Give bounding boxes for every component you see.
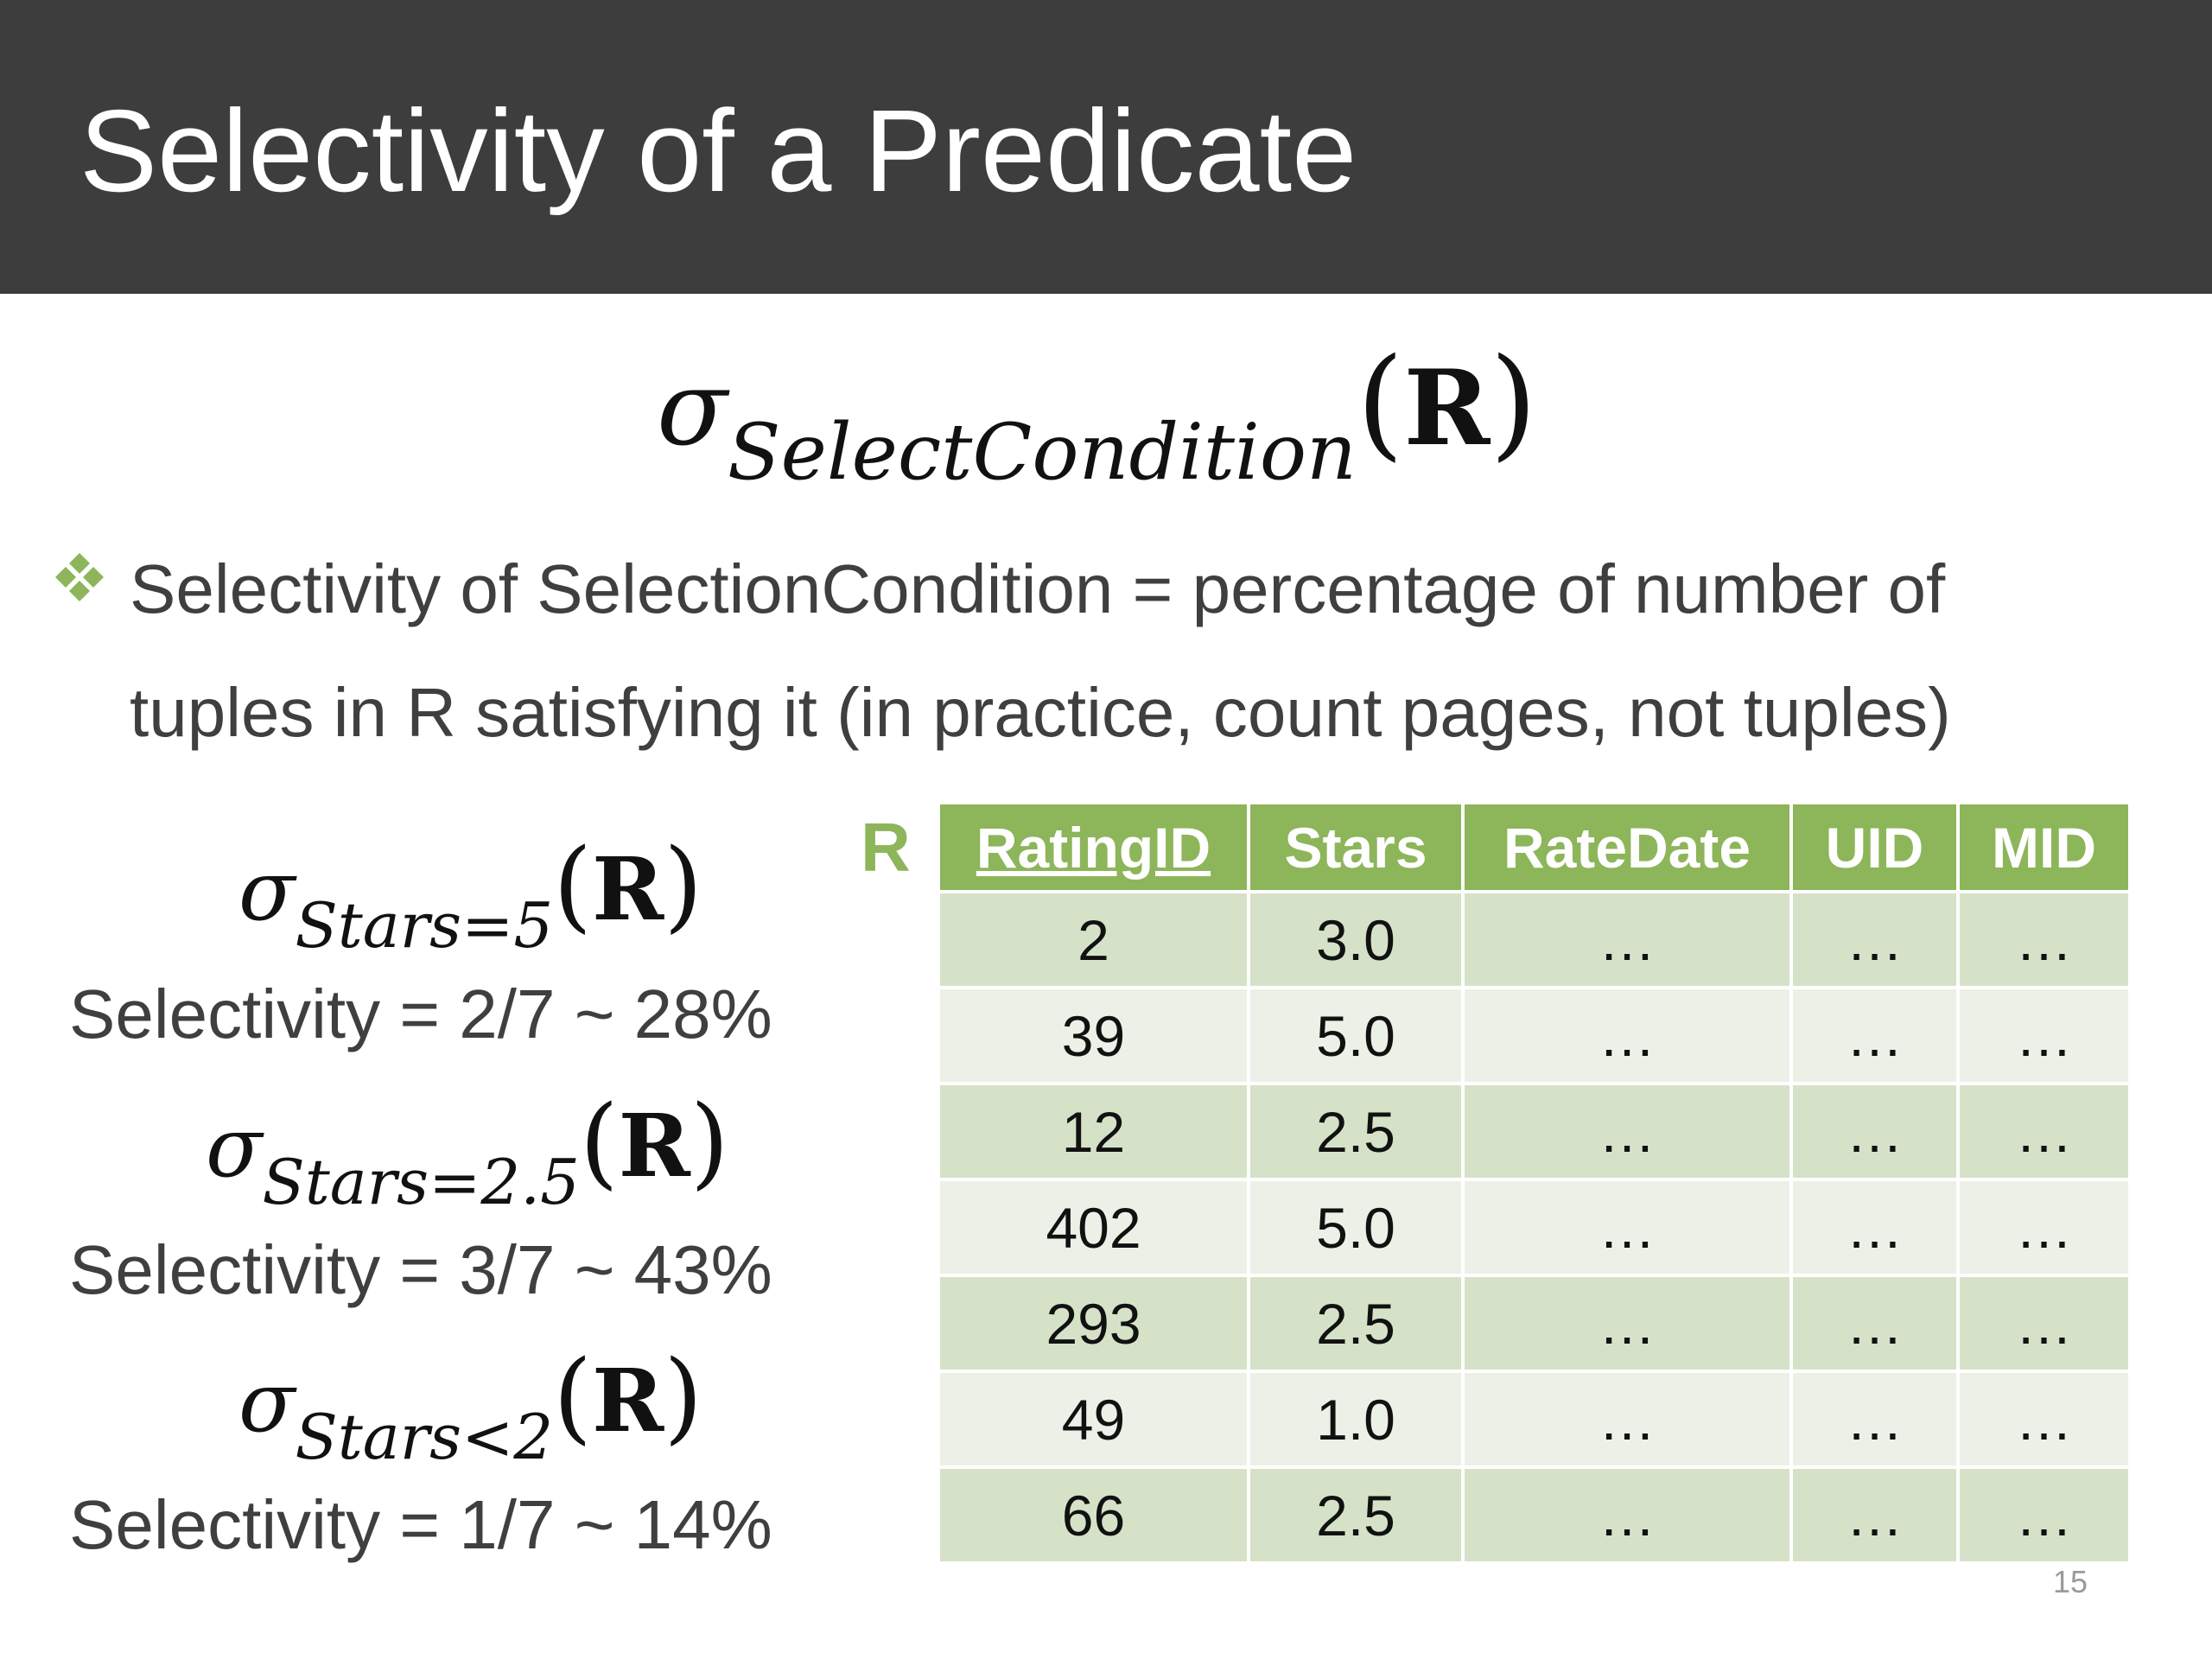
table-cell: …: [1465, 1277, 1789, 1370]
table-cell: …: [1960, 989, 2128, 1082]
formula-subscript: Stars<2: [295, 1401, 554, 1473]
column-header-stars: Stars: [1250, 804, 1461, 890]
table-cell: 2: [940, 893, 1247, 986]
column-header-uid: UID: [1793, 804, 1956, 890]
table-row: 293 2.5 … … …: [940, 1277, 2128, 1370]
close-paren: ): [690, 1084, 729, 1200]
title-bar: Selectivity of a Predicate: [0, 0, 2212, 294]
table-cell: …: [1960, 1277, 2128, 1370]
main-selection-formula: σSelectCondition(R): [657, 339, 1537, 499]
table-cell: …: [1465, 1085, 1789, 1178]
table-cell: 12: [940, 1085, 1247, 1178]
table-cell: 2.5: [1250, 1277, 1461, 1370]
table-label: R: [861, 809, 911, 886]
table-cell: …: [1793, 1181, 1956, 1274]
table-header-row: RatingID Stars RateDate UID MID: [940, 804, 2128, 890]
table-cell: …: [1465, 893, 1789, 986]
table-cell: …: [1793, 893, 1956, 986]
open-paren: (: [553, 828, 593, 944]
page-number: 15: [2053, 1564, 2088, 1599]
table-cell: …: [1465, 1469, 1789, 1561]
table-row: 2 3.0 … … …: [940, 893, 2128, 986]
table-cell: …: [1960, 1181, 2128, 1274]
formula-subscript: Stars=5: [295, 889, 554, 962]
table-cell: 1.0: [1250, 1373, 1461, 1465]
table-row: 39 5.0 … … …: [940, 989, 2128, 1082]
table-cell: …: [1793, 1469, 1956, 1561]
table-cell: 3.0: [1250, 893, 1461, 986]
close-paren: ): [1490, 333, 1537, 474]
open-paren: (: [1356, 333, 1404, 474]
table-cell: 49: [940, 1373, 1247, 1465]
table-cell: …: [1793, 1373, 1956, 1465]
formula-subscript: SelectCondition: [727, 407, 1357, 498]
table-cell: …: [1960, 893, 2128, 986]
table-row: 402 5.0 … … …: [940, 1181, 2128, 1274]
slide-title: Selectivity of a Predicate: [79, 86, 1357, 216]
selectivity-text: Selectivity = 1/7 ~ 14%: [69, 1486, 772, 1563]
table-cell: 293: [940, 1277, 1247, 1370]
table-cell: 2.5: [1250, 1469, 1461, 1561]
sigma-symbol: σ: [238, 842, 296, 939]
table-row: 12 2.5 … … …: [940, 1085, 2128, 1178]
bullet-text: Selectivity of SelectionCondition = perc…: [130, 550, 1951, 751]
table-cell: 5.0: [1250, 1181, 1461, 1274]
formula-subscript: Stars=2.5: [262, 1146, 580, 1218]
sigma-symbol: σ: [238, 1354, 296, 1451]
open-paren: (: [579, 1084, 619, 1200]
ratings-table: RatingID Stars RateDate UID MID 2 3.0 … …: [937, 801, 2132, 1565]
relation-symbol: R: [618, 1095, 690, 1197]
relation-symbol: R: [592, 838, 664, 940]
diamond-cluster-bullet-icon: [55, 553, 104, 601]
table-cell: 39: [940, 989, 1247, 1082]
table-row: 49 1.0 … … …: [940, 1373, 2128, 1465]
relation-symbol: R: [1403, 347, 1491, 469]
close-paren: ): [664, 1339, 703, 1455]
open-paren: (: [553, 1339, 593, 1455]
column-header-ratingid: RatingID: [940, 804, 1247, 890]
column-header-mid: MID: [1960, 804, 2128, 890]
sigma-symbol: σ: [206, 1099, 263, 1196]
table-cell: …: [1960, 1085, 2128, 1178]
table-cell: 402: [940, 1181, 1247, 1274]
table-cell: …: [1465, 1373, 1789, 1465]
selection-formula: σStars=2.5(R): [206, 1090, 729, 1218]
table-cell: …: [1465, 989, 1789, 1082]
selectivity-text: Selectivity = 2/7 ~ 28%: [69, 976, 772, 1052]
selection-formula: σStars<2(R): [238, 1345, 702, 1473]
selection-formula: σStars=5(R): [238, 834, 702, 962]
close-paren: ): [664, 828, 703, 944]
table-cell: 2.5: [1250, 1085, 1461, 1178]
selectivity-text: Selectivity = 3/7 ~ 43%: [69, 1231, 772, 1308]
sigma-symbol: σ: [657, 349, 728, 469]
table-cell: 66: [940, 1469, 1247, 1561]
table-cell: …: [1960, 1469, 2128, 1561]
table-cell: …: [1793, 989, 1956, 1082]
table-cell: …: [1793, 1085, 1956, 1178]
table-cell: …: [1960, 1373, 2128, 1465]
table-cell: 5.0: [1250, 989, 1461, 1082]
relation-symbol: R: [592, 1350, 664, 1452]
table-cell: …: [1465, 1181, 1789, 1274]
table-cell: …: [1793, 1277, 1956, 1370]
column-header-ratedate: RateDate: [1465, 804, 1789, 890]
table-row: 66 2.5 … … …: [940, 1469, 2128, 1561]
